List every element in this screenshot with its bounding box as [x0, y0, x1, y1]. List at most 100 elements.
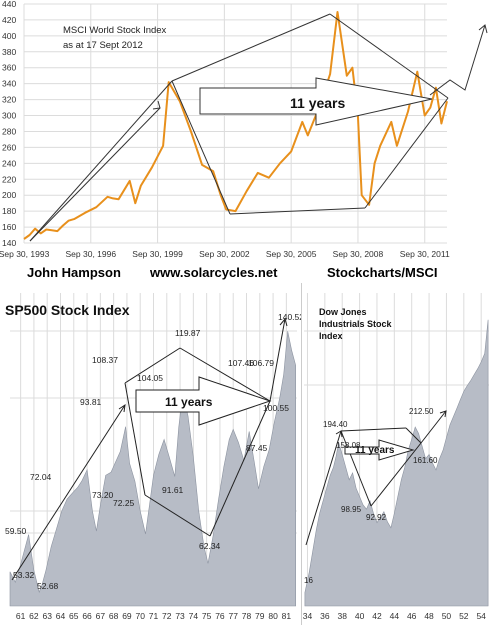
sp500-value-label: 119.87 [175, 328, 201, 338]
msci-arrowhead [152, 100, 161, 110]
msci-x-tick-label: Sep 30, 2005 [266, 249, 317, 259]
dow-jones-channel-line [405, 427, 422, 444]
sp500-arrow-line [11, 404, 126, 581]
msci-subtitle: as at 17 Sept 2012 [63, 40, 143, 51]
msci-y-tick-label: 180 [2, 206, 16, 216]
dow-jones-annotations [305, 410, 447, 546]
sp500-value-label: 107.46 [228, 358, 254, 368]
credit-bar: John Hampson www.solarcycles.net Stockch… [0, 265, 491, 283]
msci-annotation-label: 11 years [290, 95, 345, 111]
msci-trend-line [229, 207, 366, 215]
dow-jones-arrow-line [305, 430, 342, 546]
sp500-value-label: 93.81 [80, 397, 102, 407]
msci-y-tick-label: 440 [2, 0, 16, 9]
sp500-chart: 61 62 63 64 65 66 67 68 69 70 71 72 73 74 75 76 77 78 79 80… [0, 283, 301, 625]
sp500-value-label: 53.32 [13, 570, 35, 580]
msci-trend-line [171, 13, 331, 82]
msci-title: MSCI World Stock Index [63, 25, 167, 36]
sp500-x-tick-label: 67 [96, 611, 106, 621]
source-credit: Stockcharts/MSCI [327, 265, 438, 280]
dow-jones-x-tick-label: 44 [390, 611, 400, 621]
dow-jones-channel-line [370, 442, 422, 507]
msci-y-tick-label: 380 [2, 47, 16, 57]
msci-x-tick-label: Sep 30, 2008 [333, 249, 384, 259]
msci-x-tick-label: Sep 30, 2011 [400, 249, 450, 259]
dow-jones-x-tick-label: 34 [303, 611, 313, 621]
msci-y-tick-label: 220 [2, 174, 16, 184]
sp500-value-label: 73.20 [92, 490, 114, 500]
dow-jones-value-label: 92.92 [366, 513, 387, 522]
sp500-arrow-line [269, 318, 286, 402]
dow-jones-title: Dow Jones Industrials Stock Index [319, 307, 393, 341]
sp500-channel-line [144, 494, 211, 537]
sp500-annotations [11, 317, 288, 581]
sp500-x-tick-label: 80 [268, 611, 278, 621]
sp500-value-label: 100.55 [263, 403, 289, 413]
dow-jones-x-tick-label: 50 [442, 611, 452, 621]
msci-trend-line [171, 80, 231, 215]
sp500-annotation-label: 11 years [165, 395, 213, 409]
sp500-arrowhead [118, 403, 126, 413]
sp500-x-tick-label: 64 [56, 611, 66, 621]
sp500-channel-line [209, 400, 271, 537]
msci-x-ticks: Sep 30, 1993 Sep 30, 1996 Sep 30, 1999 Sep … [0, 249, 450, 259]
sp500-value-label: 140.52 [278, 312, 301, 322]
msci-x-tick-label: Sep 30, 1996 [66, 249, 117, 259]
msci-arrow-line [29, 107, 161, 242]
dow-jones-chart: 34 36 38 40 42 44 46 48 50 52 54 Dow Jones Industri… [301, 283, 491, 625]
sp500-value-label: 106.79 [248, 358, 274, 368]
dow-jones-value-label: 194.40 [323, 420, 348, 429]
sp500-x-tick-label: 71 [149, 611, 159, 621]
msci-y-tick-label: 260 [2, 142, 16, 152]
sp500-x-tick-label: 66 [82, 611, 92, 621]
msci-y-tick-label: 280 [2, 126, 16, 136]
sp500-title: SP500 Stock Index [5, 302, 130, 318]
sp500-channel-line [179, 347, 271, 402]
msci-trend-line [329, 13, 449, 99]
msci-11-years-arrow [199, 77, 433, 126]
sp500-channel-line [124, 382, 146, 496]
msci-y-ticks: 140 160 180 200 220 240 260 280 300 320 340 360 380 4… [2, 0, 16, 248]
sp500-x-ticks: 61 62 63 64 65 66 67 68 69 70 71 72 73 74 75 76 77 78 79 80… [16, 611, 291, 621]
sp500-x-tick-label: 72 [162, 611, 172, 621]
sp500-x-tick-label: 68 [109, 611, 119, 621]
msci-y-tick-label: 200 [2, 190, 16, 200]
dow-jones-area [304, 319, 489, 607]
dow-jones-x-tick-label: 48 [424, 611, 434, 621]
sp500-11-years-arrow [135, 376, 272, 426]
sp500-channel-line [124, 347, 181, 384]
msci-annotations [29, 13, 488, 242]
msci-background [0, 0, 491, 265]
msci-x-tick-label: Sep 30, 2002 [199, 249, 250, 259]
dow-jones-value-label: 98.95 [341, 505, 362, 514]
sp500-value-label: 59.50 [5, 526, 27, 536]
dow-jones-x-tick-label: 52 [459, 611, 469, 621]
msci-trend-line [29, 80, 173, 242]
msci-y-tick-label: 400 [2, 31, 16, 41]
msci-y-tick-label: 140 [2, 238, 16, 248]
msci-y-tick-label: 340 [2, 79, 16, 89]
sp500-value-label: 72.04 [30, 472, 52, 482]
sp500-value-label: 72.25 [113, 498, 135, 508]
dow-jones-channel-line [340, 430, 372, 507]
dow-jones-channel-line [340, 427, 407, 432]
sp500-area [9, 331, 296, 607]
msci-y-tick-label: 420 [2, 15, 16, 25]
dow-jones-value-label: 16 [304, 576, 313, 585]
msci-projection-arrowhead [478, 24, 488, 34]
sp500-x-tick-label: 73 [175, 611, 185, 621]
msci-y-tick-label: 160 [2, 222, 16, 232]
sp500-value-label: 62.34 [199, 541, 221, 551]
sp500-x-tick-label: 78 [242, 611, 252, 621]
sp500-x-tick-label: 69 [122, 611, 132, 621]
dow-jones-annotation-label: 11 years [355, 445, 395, 456]
sp500-x-tick-label: 77 [228, 611, 238, 621]
dow-jones-x-tick-label: 54 [476, 611, 486, 621]
msci-series-line [23, 11, 448, 240]
msci-y-tick-label: 300 [2, 111, 16, 121]
msci-projection-line [429, 24, 486, 96]
dow-jones-x-tick-label: 42 [372, 611, 382, 621]
sp500-x-tick-label: 74 [189, 611, 199, 621]
sp500-value-label: 108.37 [92, 355, 118, 365]
